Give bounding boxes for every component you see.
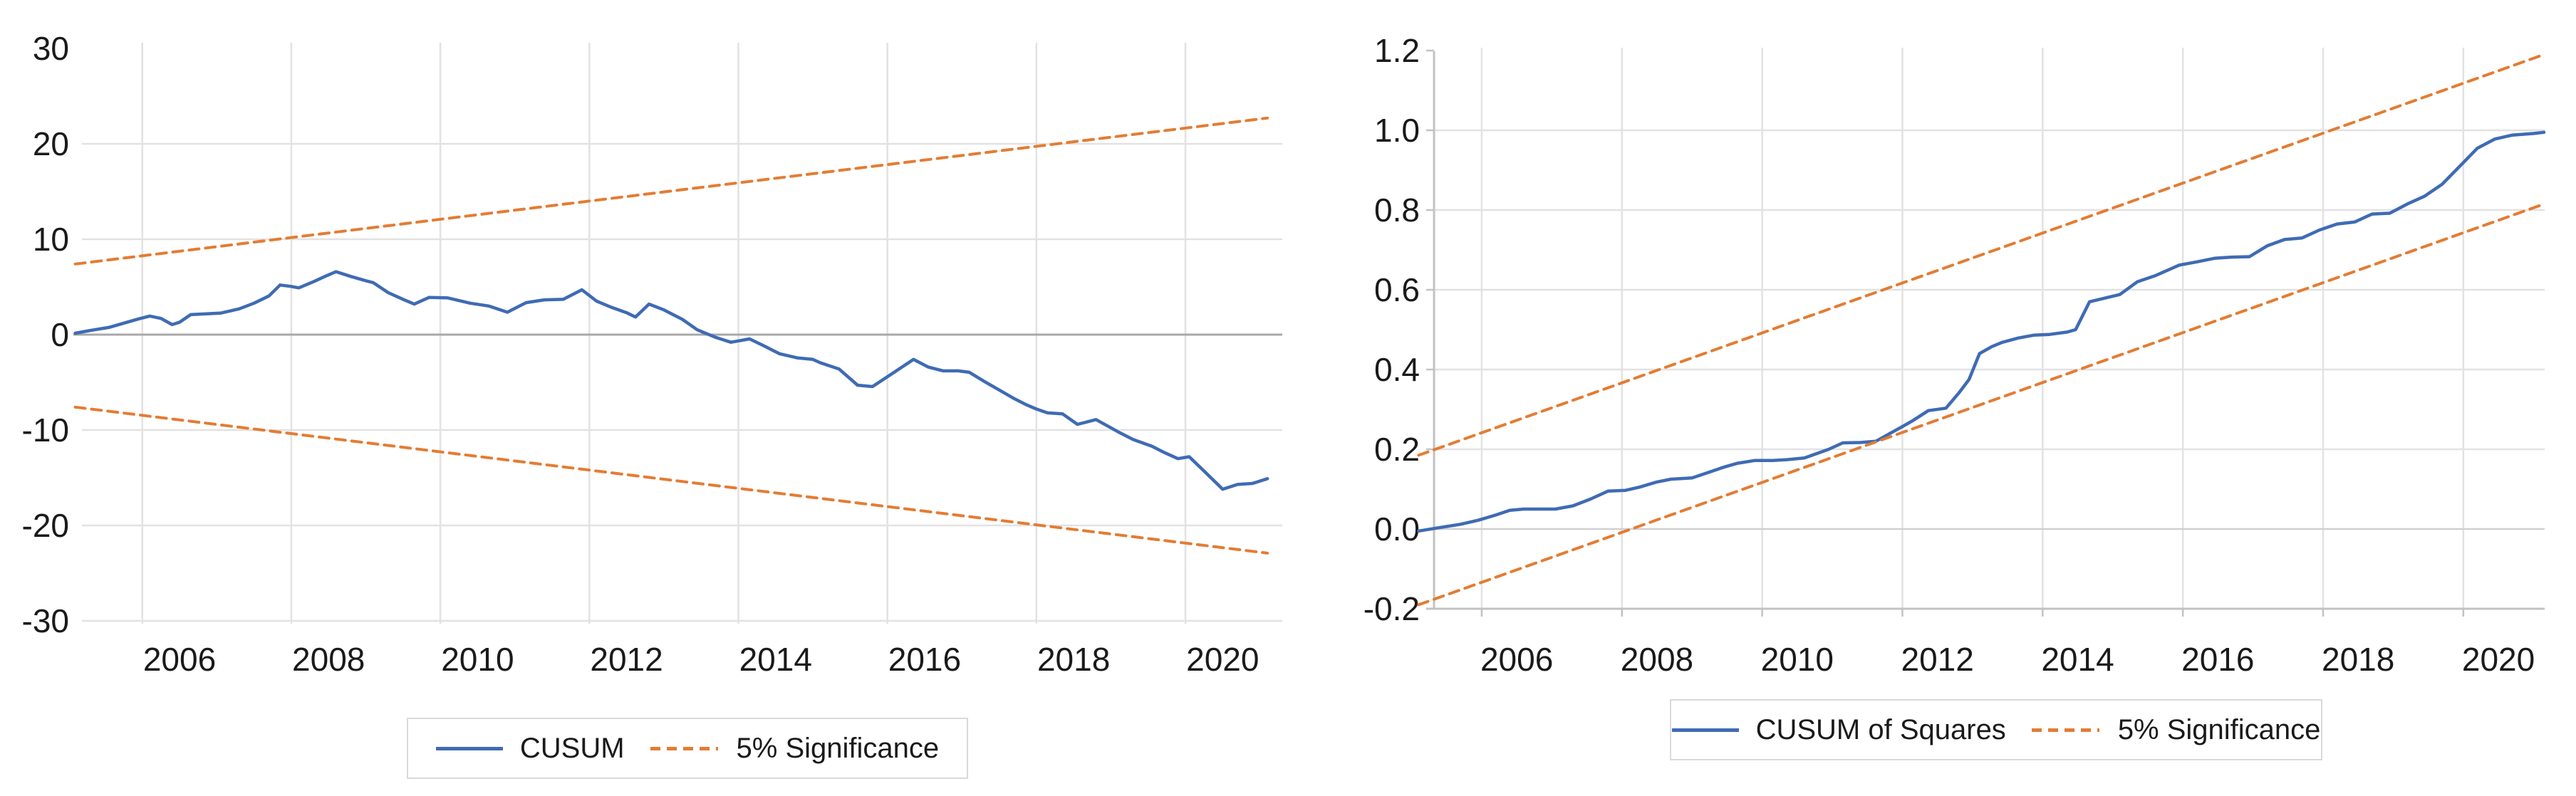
left-cusum-chart-x-label-2010: 2010: [441, 641, 514, 678]
left-cusum-chart-y-label-20: 20: [33, 125, 69, 162]
left-cusum-chart-series-1-5-significance-upper-: [73, 116, 1269, 266]
left-cusum-chart-series-0-cusum: [73, 270, 1269, 491]
right-legend-significance-label: 5% Significance: [2117, 713, 2321, 745]
right-cusumsq-chart-x-label-2014: 2014: [2041, 641, 2114, 678]
right-legend-cusumsq-label: CUSUM of Squares: [1755, 713, 2006, 745]
cusumsq-line-sample: [1671, 728, 1739, 732]
significance-line-sample: [2031, 728, 2099, 732]
left-cusum-chart-x-label-2020: 2020: [1186, 641, 1259, 678]
left-cusum-chart-y-label--10: -10: [22, 412, 69, 449]
right-cusumsq-chart-y-label-1.2: 1.2: [1374, 32, 1420, 69]
left-cusum-chart-x-label-2018: 2018: [1037, 641, 1110, 678]
right-cusumsq-chart-series-0-cusum-of-squares: [1417, 130, 2546, 533]
right-cusumsq-chart-series-2-5-significance-lower-: [1417, 202, 2545, 607]
left-cusum-chart-series-2-5-significance-lower-: [73, 405, 1269, 555]
right-chart-legend: CUSUM of Squares 5% Significance: [1670, 699, 2322, 760]
left-cusum-chart-x-label-2006: 2006: [143, 641, 216, 678]
left-legend-cusum-label: CUSUM: [519, 732, 625, 764]
left-cusum-chart-x-label-2012: 2012: [590, 641, 663, 678]
left-cusum-chart-x-label-2014: 2014: [739, 641, 812, 678]
left-cusum-chart-y-label-10: 10: [33, 221, 69, 258]
right-cusumsq-chart-x-label-2006: 2006: [1480, 641, 1553, 678]
left-cusum-chart-y-label--30: -30: [22, 602, 69, 639]
right-cusumsq-chart-x-label-2016: 2016: [2181, 641, 2254, 678]
right-cusumsq-chart-y-label-0.6: 0.6: [1374, 271, 1420, 308]
right-cusumsq-chart: 1.2 1.0 0.8 0.6 0.4 0.2 0.0 -0.2 2006 2008 2010 201…: [1364, 32, 2546, 678]
right-cusumsq-chart-y-label-0.8: 0.8: [1374, 192, 1420, 229]
left-cusum-chart-y-label-0: 0: [51, 316, 69, 353]
right-cusumsq-chart-series-1-5-significance-upper-: [1417, 53, 2545, 457]
left-chart-legend: CUSUM 5% Significance: [407, 718, 968, 779]
left-legend-significance-label: 5% Significance: [736, 732, 940, 764]
right-cusumsq-chart-y-label-0.0: 0.0: [1374, 510, 1420, 548]
right-cusumsq-chart-y-label-0.4: 0.4: [1374, 351, 1420, 388]
right-cusumsq-chart-x-label-2020: 2020: [2462, 641, 2535, 678]
cusum-line-sample: [435, 746, 503, 750]
significance-line-sample: [650, 746, 718, 750]
right-cusumsq-chart-x-label-2018: 2018: [2322, 641, 2394, 678]
left-cusum-chart-x-label-2008: 2008: [292, 641, 365, 678]
left-cusum-chart-y-label--20: -20: [22, 507, 69, 544]
right-cusumsq-chart-y-label-1.0: 1.0: [1374, 112, 1420, 149]
left-cusum-chart-x-label-2016: 2016: [888, 641, 961, 678]
right-cusumsq-chart-y-label--0.2: -0.2: [1364, 590, 1420, 627]
right-cusumsq-chart-x-label-2010: 2010: [1761, 641, 1834, 678]
left-cusum-chart-y-label-30: 30: [33, 30, 69, 67]
right-cusumsq-chart-y-label-0.2: 0.2: [1374, 431, 1420, 468]
right-cusumsq-chart-x-label-2012: 2012: [1901, 641, 1973, 678]
right-cusumsq-chart-x-label-2008: 2008: [1621, 641, 1693, 678]
